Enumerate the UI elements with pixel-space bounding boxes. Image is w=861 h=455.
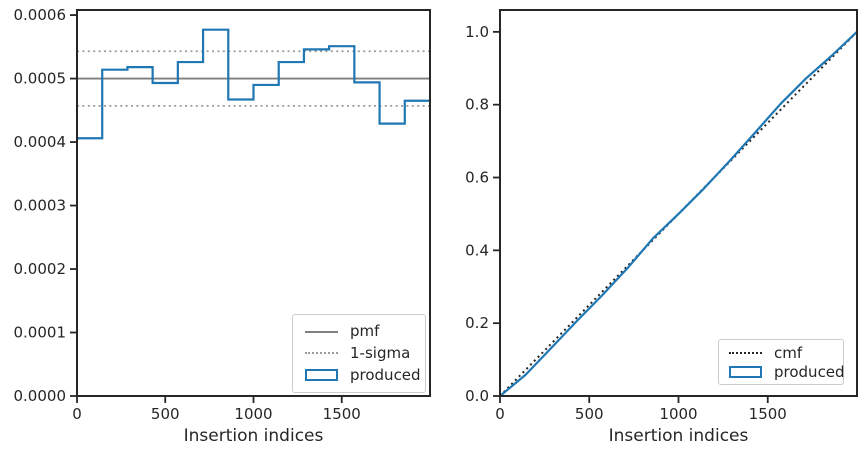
legend-item-1-sigma: 1-sigma [305, 344, 413, 363]
sigma-line-sample [305, 352, 338, 355]
produced-line-sample [729, 366, 762, 379]
x-tick-label: 1500 [749, 405, 787, 423]
y-tick-label: 0.4 [465, 241, 489, 259]
y-tick-label: 0.0003 [14, 197, 67, 215]
legend-label: produced [774, 362, 845, 381]
y-tick-label: 0.0001 [14, 324, 67, 342]
cmf-line-axes: 0 500 1000 1500 0.0 0.2 0.4 0.6 0.8 1.0 [465, 9, 858, 423]
legend-item-pmf: pmf [305, 322, 413, 341]
legend-label: pmf [350, 322, 380, 341]
produced-cmf-line [499, 31, 858, 397]
y-tick-label: 0.0006 [14, 6, 67, 24]
x-tick-label: 500 [575, 405, 604, 423]
right-legend: cmf produced [718, 339, 845, 385]
pmf-histogram-axes: 0 500 1000 1500 0.0000 0.0001 0.0002 0.0003 0.00… [14, 6, 431, 423]
x-tick-label: 0 [495, 405, 505, 423]
y-tick-label: 0.0000 [14, 387, 67, 405]
legend-item-produced: produced [305, 366, 421, 385]
left-x-axis-label: Insertion indices [183, 426, 324, 446]
legend-label: produced [350, 365, 421, 384]
y-tick-label: 0.6 [465, 169, 489, 187]
left-legend: pmf 1-sigma produced [292, 314, 426, 393]
cmf-line-sample [729, 352, 762, 355]
x-tick-label: 1000 [234, 405, 272, 423]
y-tick-label: 0.0005 [14, 70, 67, 88]
produced-step-sample [305, 369, 338, 382]
legend-label: cmf [774, 344, 803, 362]
legend-item-produced: produced [729, 363, 845, 382]
axes-spines [499, 9, 858, 397]
y-tick-label: 0.0 [465, 387, 489, 405]
x-tick-label: 0 [72, 405, 82, 423]
y-tick-label: 0.2 [465, 314, 489, 332]
pmf-line-sample [305, 330, 338, 333]
y-tick-label: 1.0 [465, 23, 489, 41]
y-tick-label: 0.0002 [14, 260, 67, 278]
legend-item-cmf: cmf [729, 344, 833, 363]
produced-histogram-line [77, 28, 430, 140]
y-tick-label: 0.0004 [14, 133, 67, 151]
axes-spines [76, 9, 431, 397]
y-tick-label: 0.8 [465, 96, 489, 114]
legend-label: 1-sigma [350, 344, 411, 363]
x-tick-label: 500 [151, 405, 180, 423]
x-tick-label: 1500 [323, 405, 361, 423]
x-tick-label: 1000 [659, 405, 697, 423]
right-x-axis-label: Insertion indices [608, 426, 749, 446]
